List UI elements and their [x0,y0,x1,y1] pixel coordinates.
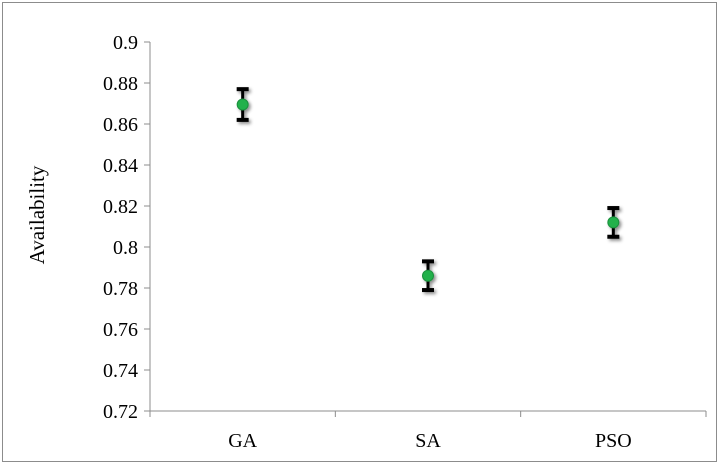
y-tick-label: 0.78 [103,278,138,300]
data-point-group [236,87,249,122]
y-tick-label: 0.8 [113,237,138,259]
data-point-group [422,259,434,293]
data-point-ga [236,98,249,111]
data-point-pso [607,216,620,229]
y-tick-label: 0.86 [103,114,138,136]
y-tick-label: 0.84 [103,155,138,177]
y-axis-title: Availability [25,165,49,264]
chart-frame [2,2,717,462]
data-point-sa [422,269,434,282]
x-tick-label-pso: PSO [595,430,632,452]
y-tick-label: 0.74 [103,360,138,382]
y-tick-label: 0.9 [113,32,138,54]
y-tick-label: 0.72 [103,401,138,423]
x-tick-label-sa: SA [415,430,441,452]
y-tick-label: 0.82 [103,196,138,218]
y-tick-label: 0.88 [103,73,138,95]
x-tick-label-ga: GA [228,430,257,452]
data-point-group [607,206,620,239]
y-tick-label: 0.76 [103,319,138,341]
